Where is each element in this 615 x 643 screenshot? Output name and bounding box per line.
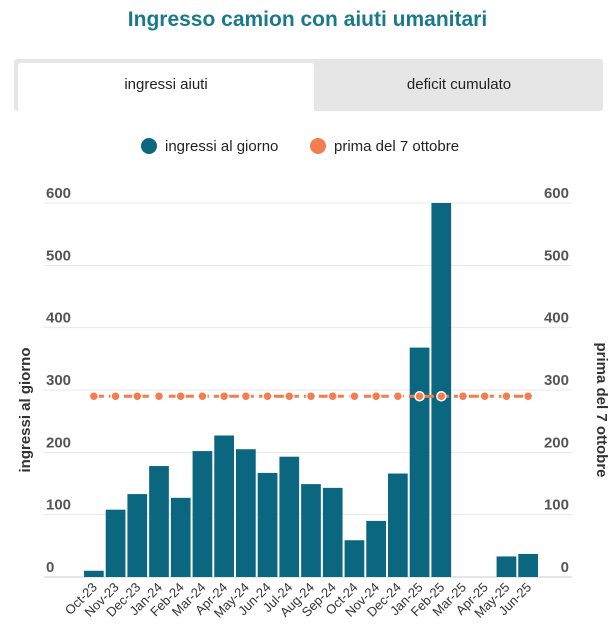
line-point-Oct-24[interactable] bbox=[349, 390, 360, 402]
legend-line-label: prima del 7 ottobre bbox=[334, 138, 459, 155]
tab-bar: ingressi aiuti deficit cumulato bbox=[14, 59, 603, 111]
bar-May-24[interactable] bbox=[236, 449, 256, 577]
tab-deficit-cumulato[interactable]: deficit cumulato bbox=[406, 76, 512, 93]
bar-Dec-23[interactable] bbox=[127, 494, 148, 577]
line-point-Feb-25[interactable] bbox=[436, 390, 447, 402]
y-axis-label-left: ingressi al giorno bbox=[17, 347, 34, 472]
line-point-Nov-23[interactable] bbox=[110, 390, 121, 402]
y-tick-right: 300 bbox=[544, 372, 569, 389]
bar-Jun-24[interactable] bbox=[257, 472, 278, 577]
bar-Nov-24[interactable] bbox=[366, 520, 386, 577]
line-point-Jun-24[interactable] bbox=[262, 390, 273, 402]
line-point-Jan-25[interactable] bbox=[414, 390, 425, 402]
bar-Feb-24[interactable] bbox=[170, 497, 191, 577]
legend-line-swatch bbox=[310, 138, 326, 154]
line-point-Nov-24[interactable] bbox=[370, 390, 382, 402]
bar-Mar-24[interactable] bbox=[192, 451, 213, 577]
legend: ingressi al giorno prima del 7 ottobre bbox=[141, 138, 459, 155]
line-point-Apr-24[interactable] bbox=[218, 390, 230, 402]
line-point-Apr-25[interactable] bbox=[479, 390, 490, 402]
line-point-Jun-25[interactable] bbox=[522, 390, 534, 402]
y-tick-left: 0 bbox=[46, 559, 54, 576]
y-tick-right: 400 bbox=[544, 310, 569, 327]
y-tick-left: 500 bbox=[46, 247, 71, 264]
y-tick-right: 200 bbox=[544, 434, 569, 451]
line-point-Oct-23[interactable] bbox=[88, 390, 100, 402]
y-tick-right: 0 bbox=[561, 559, 569, 576]
bar-Sep-24[interactable] bbox=[322, 487, 343, 577]
bar-Apr-24[interactable] bbox=[214, 435, 234, 577]
tab-ingressi-aiuti[interactable]: ingressi aiuti bbox=[18, 63, 314, 111]
bar-Dec-24[interactable] bbox=[388, 473, 408, 577]
y-tick-left: 100 bbox=[46, 497, 71, 514]
y-tick-right: 600 bbox=[544, 185, 569, 202]
line-point-Dec-23[interactable] bbox=[132, 390, 143, 402]
bar-Jun-25[interactable] bbox=[518, 553, 538, 577]
y-tick-right: 100 bbox=[544, 497, 569, 514]
bar-Oct-24[interactable] bbox=[344, 540, 365, 577]
y-tick-left: 600 bbox=[46, 185, 71, 202]
y-tick-left: 300 bbox=[46, 372, 71, 389]
bar-May-25[interactable] bbox=[496, 556, 517, 577]
line-point-Mar-25[interactable] bbox=[457, 390, 469, 402]
y-tick-left: 200 bbox=[46, 434, 71, 451]
legend-bar-swatch bbox=[141, 138, 157, 154]
y-axis-label-right: prima del 7 ottobre bbox=[593, 342, 610, 477]
bar-Jul-24[interactable] bbox=[279, 456, 300, 577]
line-point-Mar-24[interactable] bbox=[197, 390, 208, 402]
bar-Jan-24[interactable] bbox=[149, 466, 169, 577]
bar-Jan-25[interactable] bbox=[409, 347, 430, 577]
line-point-Jan-24[interactable] bbox=[153, 390, 165, 402]
legend-bar-label: ingressi al giorno bbox=[165, 138, 278, 155]
line-point-May-25[interactable] bbox=[501, 390, 512, 402]
chart-title: Ingresso camion con aiuti umanitari bbox=[127, 8, 488, 31]
line-point-Aug-24[interactable] bbox=[305, 390, 317, 402]
bar-Oct-23[interactable] bbox=[84, 570, 104, 577]
line-point-May-24[interactable] bbox=[240, 390, 252, 402]
bar-Aug-24[interactable] bbox=[301, 484, 321, 577]
bar-Feb-25[interactable] bbox=[431, 203, 452, 577]
line-point-Dec-24[interactable] bbox=[392, 390, 404, 402]
line-point-Feb-24[interactable] bbox=[175, 390, 186, 402]
y-tick-left: 400 bbox=[46, 310, 71, 327]
line-point-Sep-24[interactable] bbox=[327, 390, 338, 402]
bar-Nov-23[interactable] bbox=[105, 509, 126, 577]
line-point-Jul-24[interactable] bbox=[284, 390, 295, 402]
y-tick-right: 500 bbox=[544, 247, 569, 264]
